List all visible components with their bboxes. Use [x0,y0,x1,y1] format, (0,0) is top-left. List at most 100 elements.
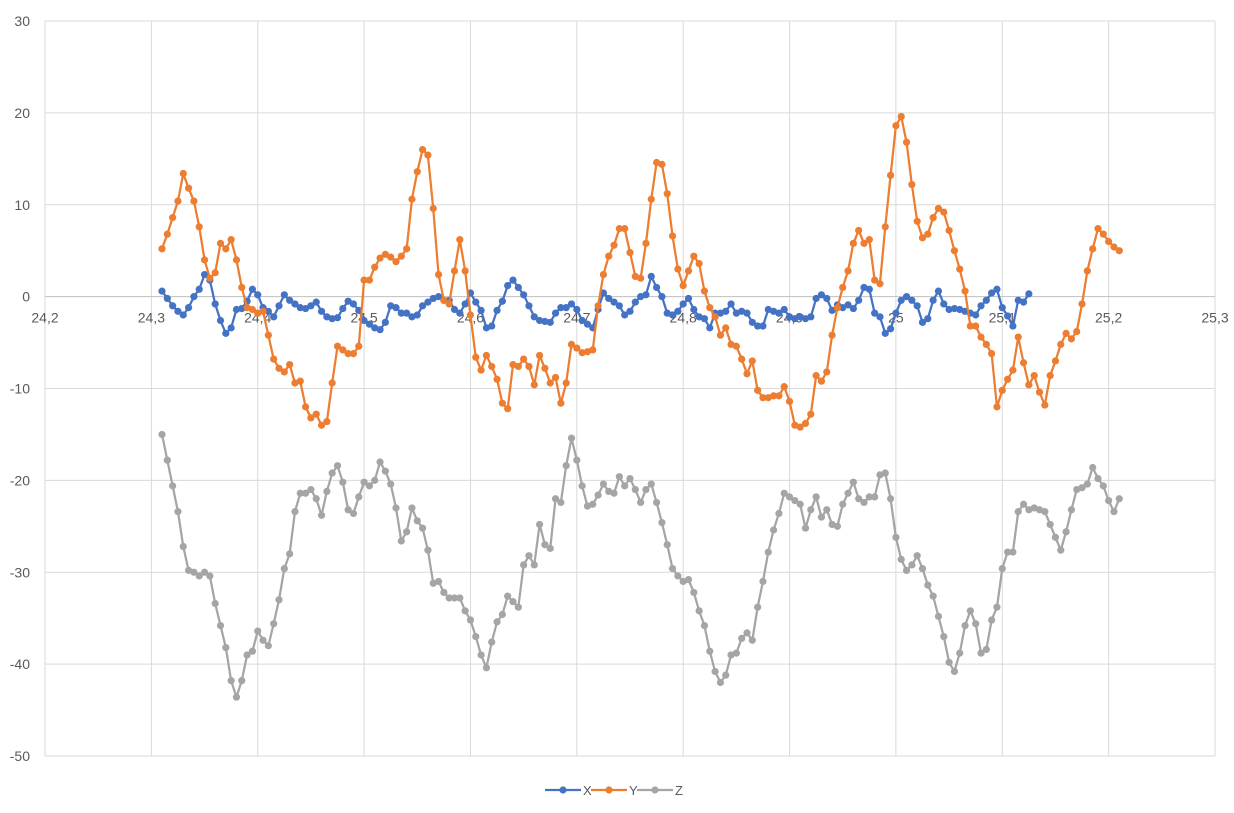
data-point-y [1099,230,1107,238]
data-point-x [270,313,278,321]
data-point-y [769,392,778,400]
data-point-y [823,368,831,376]
data-point-x [275,302,283,310]
data-point-y [259,307,267,315]
data-point-y [695,259,703,268]
y-tick-label: -30 [10,564,30,580]
data-point-x [668,311,677,319]
data-point-x [280,291,288,299]
data-point-z [988,616,996,624]
data-point-y [216,239,225,247]
data-point-z [179,542,187,551]
data-point-y [924,230,932,238]
data-point-y [296,377,304,385]
y-tick-label: -20 [10,472,30,488]
data-point-y [525,362,533,371]
data-point-x [817,291,826,299]
data-point-z [355,493,363,501]
data-point-z [637,498,645,507]
data-point-z [610,489,618,497]
data-point-z [349,509,358,518]
data-point-z [982,645,990,654]
x-tick-label: 25,3 [1201,310,1228,326]
data-point-y [711,313,719,321]
y-tick-label: 10 [14,197,30,213]
data-point-x [434,293,443,301]
data-point-x [865,285,873,293]
data-point-x [349,300,358,308]
data-point-y [1051,357,1060,365]
data-point-x [541,317,549,326]
data-point-y [860,239,868,247]
data-point-x [567,300,576,308]
data-point-z [365,482,374,490]
data-point-y [1073,327,1081,336]
data-point-z [881,469,889,477]
data-point-z [716,678,725,687]
data-point-x [418,302,427,310]
data-point-z [961,621,969,630]
data-point-z [1115,495,1123,503]
data-point-z [594,491,602,499]
data-point-z [227,677,235,685]
data-point-y [498,399,506,407]
data-point-z [312,495,320,503]
data-point-y [1030,372,1038,380]
data-point-y [360,276,368,284]
data-point-z [722,671,730,679]
data-point-y [482,351,491,360]
data-point-z [456,594,464,602]
data-point-y [264,331,272,339]
data-point-z [823,506,831,514]
data-point-z [844,489,852,497]
data-point-y [663,190,671,198]
data-point-y [913,217,921,225]
data-point-z [509,598,517,606]
data-point-z [738,634,746,643]
data-point-z [482,664,491,672]
y-tick-label: 30 [14,13,30,29]
x-tick-label: 24,3 [138,310,165,326]
data-point-y [972,322,980,330]
data-point-y [759,394,767,402]
legend-label: X [583,783,592,798]
data-point-y [881,223,889,231]
data-point-y [716,331,725,339]
data-point-x [754,322,762,330]
data-point-x [477,306,485,315]
data-point-x [658,293,666,301]
data-point-y [1110,243,1118,251]
data-point-y [275,364,283,372]
data-point-x [727,300,735,308]
data-point-y [450,267,459,275]
data-point-y [700,287,709,295]
data-point-y [1035,388,1044,396]
data-point-y [190,197,198,205]
data-point-x [621,311,629,319]
data-point-x [307,302,315,310]
data-point-y [610,241,618,249]
data-point-z [621,482,629,490]
data-point-y [546,379,554,387]
data-point-y [179,169,187,178]
data-point-z [977,649,985,657]
data-point-z [711,667,719,676]
data-point-y [163,230,171,238]
data-point-y [397,252,405,260]
data-point-z [307,485,315,494]
data-point-y [387,253,395,261]
data-point-y [748,357,756,365]
data-point-y [1083,267,1091,275]
data-point-y [626,248,634,257]
data-point-x [759,322,767,330]
data-point-z [897,555,905,563]
y-tick-label: -50 [10,748,30,764]
data-point-x [871,309,879,317]
data-point-x [222,329,230,337]
data-point-z [530,561,538,569]
data-point-z [535,520,544,529]
data-point-y [855,226,863,235]
data-point-y [535,351,544,360]
data-point-x [812,294,820,303]
